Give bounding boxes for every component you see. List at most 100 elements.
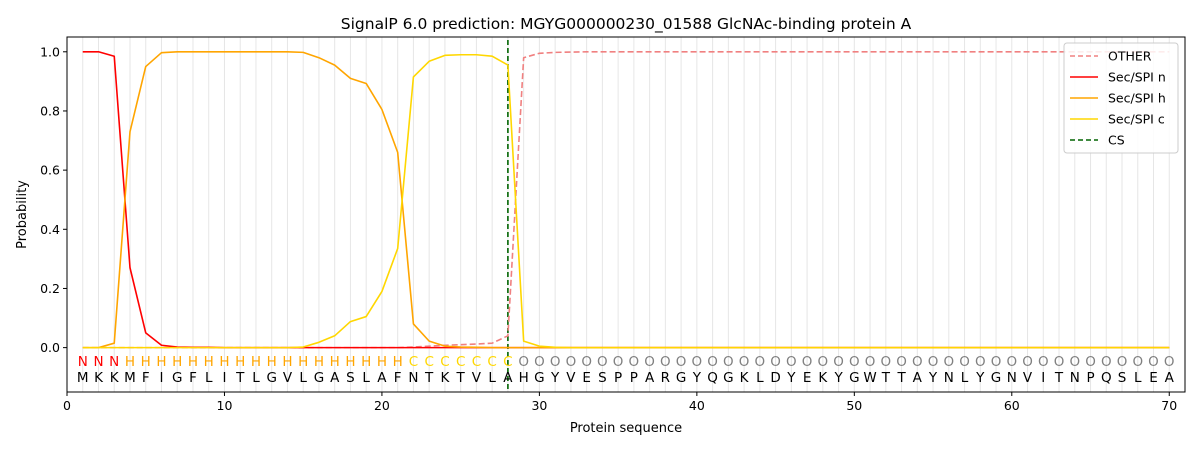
residue-label: A bbox=[330, 370, 340, 386]
region-label: O bbox=[1117, 354, 1128, 370]
region-label: O bbox=[1148, 354, 1159, 370]
residue-label: W bbox=[863, 370, 876, 386]
region-label: H bbox=[282, 354, 292, 370]
region-label: H bbox=[298, 354, 308, 370]
residue-label: T bbox=[424, 370, 434, 386]
residue-label: K bbox=[440, 370, 450, 386]
residue-label: E bbox=[1149, 370, 1158, 386]
residue-label: L bbox=[961, 370, 969, 386]
legend-label: CS bbox=[1108, 133, 1125, 148]
residue-label: P bbox=[630, 370, 638, 386]
residue-label: N bbox=[408, 370, 418, 386]
legend-label: Sec/SPI n bbox=[1108, 70, 1166, 85]
residue-label: I bbox=[1041, 370, 1045, 386]
residue-label: A bbox=[1165, 370, 1175, 386]
region-label: O bbox=[660, 354, 671, 370]
residue-label: L bbox=[362, 370, 370, 386]
residue-label: K bbox=[94, 370, 104, 386]
residue-label: V bbox=[283, 370, 293, 386]
x-tick-label: 60 bbox=[1004, 398, 1020, 413]
x-axis-label: Protein sequence bbox=[570, 421, 682, 436]
region-label: H bbox=[156, 354, 166, 370]
region-label: C bbox=[503, 354, 512, 370]
region-label: O bbox=[943, 354, 954, 370]
residue-label: G bbox=[991, 370, 1001, 386]
region-label: O bbox=[991, 354, 1002, 370]
region-label: N bbox=[78, 354, 88, 370]
axes: 0 10 20 30 40 50 60 70 0.0 0.2 0.4 0.6 0.8 1.0 bbox=[40, 44, 1177, 413]
region-label: O bbox=[755, 354, 766, 370]
region-label: O bbox=[581, 354, 592, 370]
x-tick-label: 40 bbox=[689, 398, 705, 413]
y-tick-label: 0.6 bbox=[40, 163, 60, 178]
residue-label: V bbox=[472, 370, 482, 386]
region-label: H bbox=[141, 354, 151, 370]
residue-label: R bbox=[661, 370, 670, 386]
region-label: O bbox=[786, 354, 797, 370]
region-label: O bbox=[975, 354, 986, 370]
residue-label: G bbox=[314, 370, 324, 386]
region-label: H bbox=[314, 354, 324, 370]
grid-lines bbox=[82, 37, 1170, 392]
region-label: H bbox=[267, 354, 277, 370]
region-label: O bbox=[629, 354, 640, 370]
residue-label: H bbox=[519, 370, 529, 386]
region-label: O bbox=[802, 354, 813, 370]
residue-label: G bbox=[172, 370, 182, 386]
region-label: O bbox=[597, 354, 608, 370]
residue-label: T bbox=[1054, 370, 1064, 386]
residue-label: F bbox=[189, 370, 197, 386]
region-label: H bbox=[188, 354, 198, 370]
residue-label: A bbox=[503, 370, 513, 386]
y-tick-label: 1.0 bbox=[40, 44, 60, 59]
residue-label: L bbox=[756, 370, 764, 386]
residue-label: L bbox=[252, 370, 260, 386]
residue-label: S bbox=[1118, 370, 1127, 386]
plot-frame bbox=[66, 36, 1186, 393]
residue-label: Y bbox=[692, 370, 702, 386]
region-label: H bbox=[219, 354, 229, 370]
region-label: O bbox=[1101, 354, 1112, 370]
residue-label: Y bbox=[928, 370, 938, 386]
region-label: N bbox=[109, 354, 119, 370]
series-line-sec-spi-c bbox=[82, 53, 1170, 349]
region-label: O bbox=[1038, 354, 1049, 370]
residue-label: P bbox=[614, 370, 622, 386]
region-label: O bbox=[880, 354, 891, 370]
residue-label: T bbox=[456, 370, 466, 386]
residue-label: F bbox=[394, 370, 402, 386]
residue-label: S bbox=[598, 370, 607, 386]
sequence-annotation: NMNKNKHMHFHIHGHFHLHIHTHLHGHVHLHGHAHSHLHA… bbox=[77, 354, 1175, 386]
residue-label: D bbox=[770, 370, 780, 386]
region-label: O bbox=[534, 354, 545, 370]
region-label: H bbox=[235, 354, 245, 370]
residue-label: Y bbox=[786, 370, 796, 386]
region-label: H bbox=[377, 354, 387, 370]
residue-label: G bbox=[849, 370, 859, 386]
residue-label: V bbox=[566, 370, 576, 386]
residue-label: L bbox=[205, 370, 213, 386]
residue-label: M bbox=[77, 370, 89, 386]
legend-label: Sec/SPI c bbox=[1108, 112, 1165, 127]
region-label: O bbox=[644, 354, 655, 370]
residue-label: Y bbox=[975, 370, 985, 386]
residue-label: E bbox=[803, 370, 812, 386]
y-tick-label: 0.4 bbox=[40, 222, 60, 237]
y-tick-label: 0.8 bbox=[40, 103, 60, 118]
region-label: O bbox=[896, 354, 907, 370]
region-label: O bbox=[912, 354, 923, 370]
region-label: C bbox=[456, 354, 465, 370]
region-label: O bbox=[1006, 354, 1017, 370]
residue-label: P bbox=[1086, 370, 1094, 386]
residue-label: K bbox=[110, 370, 120, 386]
residue-label: G bbox=[723, 370, 733, 386]
region-label: H bbox=[361, 354, 371, 370]
region-label: O bbox=[1164, 354, 1175, 370]
x-tick-label: 50 bbox=[846, 398, 862, 413]
residue-label: Y bbox=[833, 370, 843, 386]
legend-label: Sec/SPI h bbox=[1108, 91, 1166, 106]
residue-label: E bbox=[582, 370, 591, 386]
residue-label: F bbox=[142, 370, 150, 386]
x-tick-label: 30 bbox=[531, 398, 547, 413]
